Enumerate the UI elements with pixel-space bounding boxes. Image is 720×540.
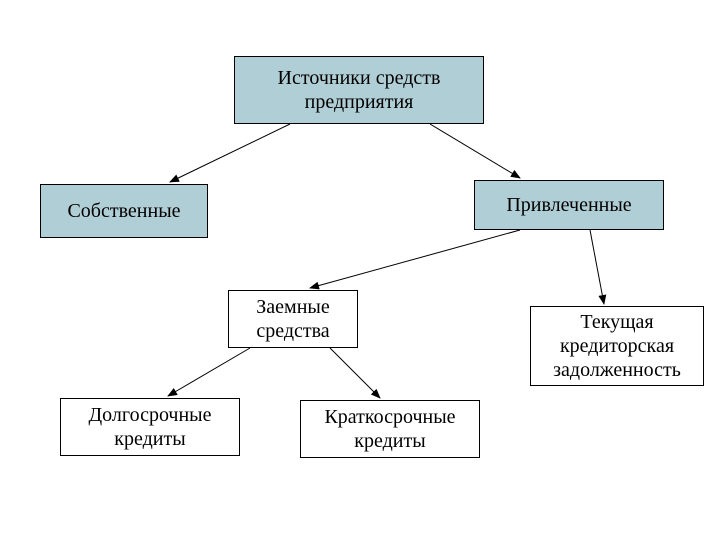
node-longterm: Долгосрочные кредиты xyxy=(60,398,240,456)
node-creditor: Текущая кредиторская задолженность xyxy=(530,306,704,386)
node-borrowed: Заемные средства xyxy=(228,290,358,348)
node-shortterm: Краткосрочные кредиты xyxy=(300,400,480,458)
edge-arrow xyxy=(590,230,604,304)
edge-arrow xyxy=(430,124,520,178)
edge-arrow xyxy=(310,230,520,288)
node-attracted: Привлеченные xyxy=(474,180,664,230)
edge-arrow xyxy=(168,348,250,396)
node-own: Собственные xyxy=(40,184,208,238)
node-root: Источники средств предприятия xyxy=(234,56,484,124)
edge-arrow xyxy=(170,124,290,182)
edge-arrow xyxy=(330,348,380,398)
